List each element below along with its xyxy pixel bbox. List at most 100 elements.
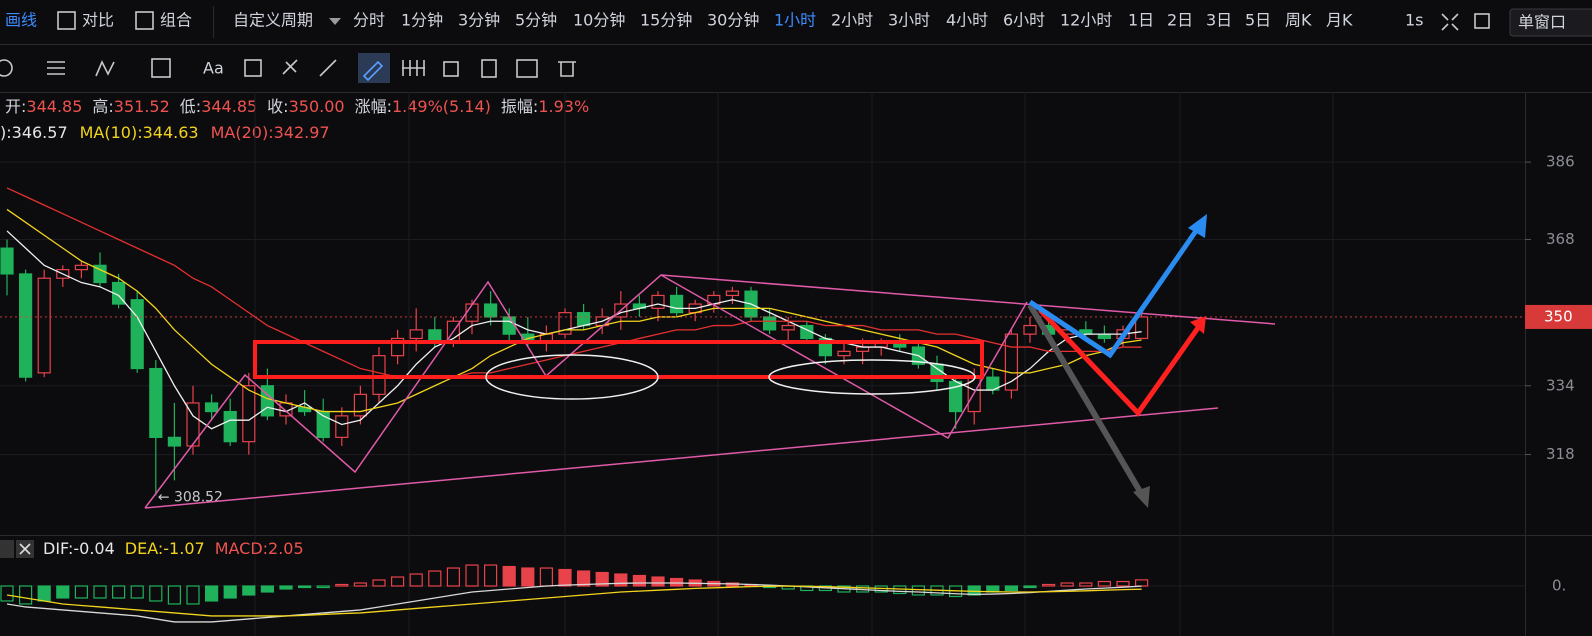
tool-icon[interactable]	[151, 58, 171, 78]
fullscreen-icon[interactable]	[1441, 13, 1459, 31]
tool-icon[interactable]	[443, 61, 459, 77]
macd-bar	[558, 568, 572, 587]
macd-legend-entry: DEA:-1.07	[125, 539, 205, 558]
period-tab[interactable]: 3小时	[888, 11, 930, 30]
period-tab[interactable]: 30分钟	[707, 11, 759, 30]
candle-body	[149, 367, 163, 438]
value: 344.85	[26, 97, 82, 116]
period-tab[interactable]: 5分钟	[515, 11, 557, 30]
ma-line	[6, 230, 1142, 430]
macd-bar	[130, 585, 144, 599]
candle-body	[725, 290, 740, 297]
period-tab[interactable]: 6小时	[1003, 11, 1045, 30]
period-tab[interactable]: 5日	[1245, 11, 1271, 30]
macd-bar	[446, 567, 460, 587]
macd-bar	[186, 585, 200, 605]
period-tab[interactable]: 15分钟	[640, 11, 692, 30]
custom-period[interactable]: 自定义周期	[233, 11, 313, 30]
period-tab[interactable]: 分时	[353, 11, 385, 30]
candle-body	[465, 303, 479, 322]
tool-icon[interactable]	[282, 59, 298, 75]
period-tab[interactable]: 4小时	[946, 11, 988, 30]
macd-bar	[539, 567, 554, 587]
candle-body	[1023, 324, 1037, 335]
window-button[interactable]: 单窗口	[1518, 13, 1566, 32]
tool-icon[interactable]	[47, 61, 65, 75]
range-box	[253, 340, 984, 379]
period-tab[interactable]: 1分钟	[401, 11, 443, 30]
candle-body	[37, 277, 51, 374]
macd-bar	[298, 585, 312, 589]
candle-body	[0, 247, 14, 275]
period-tab[interactable]: 1日	[1128, 11, 1154, 30]
quote-line: 开:344.85 高:351.52 低:344.85 收:350.00 涨幅:1.49%…	[5, 97, 589, 116]
label: 涨幅:	[355, 97, 392, 116]
arrowhead	[1133, 486, 1150, 508]
tool-icon[interactable]	[362, 60, 384, 82]
tool-icons: Aa	[0, 53, 576, 83]
combo-icon	[135, 11, 154, 30]
period-tab[interactable]: 1小时	[774, 11, 816, 30]
ma-line	[6, 208, 1142, 413]
candle-body	[781, 324, 795, 331]
macd-bar	[576, 570, 591, 587]
window-button-box[interactable]	[1509, 8, 1592, 37]
arrow	[1027, 303, 1148, 502]
macd-bar	[669, 577, 684, 587]
tool-icon[interactable]	[558, 61, 576, 77]
text-tool[interactable]: Aa	[203, 59, 224, 78]
candle-body	[186, 402, 200, 447]
period-tab[interactable]: 3分钟	[458, 11, 500, 30]
compare-button[interactable]: 对比	[82, 11, 114, 30]
combo-button[interactable]: 组合	[160, 11, 192, 30]
candle-body	[93, 264, 107, 284]
candle-body	[762, 316, 777, 331]
pane-settings[interactable]	[0, 540, 14, 558]
period-tab[interactable]: 月K	[1326, 11, 1353, 30]
label: 高:	[92, 97, 113, 116]
ma-legend-entry: MA(10):344.63	[80, 123, 199, 142]
macd-bar	[1041, 583, 1056, 587]
draw-button[interactable]: 画线	[5, 11, 37, 30]
macd-bar	[614, 573, 628, 587]
macd-bar	[167, 585, 181, 605]
value: 1.93%	[538, 97, 589, 116]
dropdown-arrow	[329, 18, 341, 25]
candle-body	[502, 316, 516, 335]
tool-icon[interactable]	[516, 59, 538, 78]
macd-bar	[409, 573, 423, 587]
macd-bar	[56, 585, 70, 599]
ma-legend-entry: MA(20):342.97	[211, 123, 330, 142]
macd-line	[6, 582, 1142, 623]
tool-icon[interactable]	[95, 60, 115, 77]
period-tab[interactable]: 10分钟	[573, 11, 625, 30]
period-tab[interactable]: 2日	[1167, 11, 1193, 30]
macd-bar	[651, 576, 665, 587]
label: 振幅:	[501, 97, 538, 116]
candle-body	[1004, 333, 1019, 391]
period-tab[interactable]: 12小时	[1060, 11, 1112, 30]
macd-bar	[0, 585, 14, 602]
candle-body	[409, 329, 423, 340]
macd-bar	[335, 583, 349, 587]
macd-bar	[595, 571, 609, 587]
period-tab[interactable]: 2小时	[831, 11, 873, 30]
candle-body	[223, 410, 237, 443]
tool-icon[interactable]	[319, 59, 337, 77]
period-tabs: 分时 1分钟 3分钟 5分钟 10分钟 15分钟 30分钟 1小时 2小时 3小时 4小时 6小时 12…	[353, 11, 1353, 30]
window-icon[interactable]	[1474, 13, 1490, 29]
tool-icon[interactable]	[402, 60, 425, 76]
tool-icon[interactable]	[0, 59, 13, 77]
tool-icon[interactable]	[481, 59, 497, 78]
period-tab[interactable]: 周K	[1285, 11, 1312, 30]
ma-line	[6, 187, 1142, 378]
speed[interactable]: 1s	[1405, 11, 1424, 30]
y-tick-label: 0.	[1552, 577, 1566, 595]
arrow	[1038, 308, 1203, 417]
value: 344.85	[201, 97, 257, 116]
tool-icon[interactable]	[244, 59, 262, 77]
period-tab[interactable]: 3日	[1206, 11, 1232, 30]
macd-bar	[353, 582, 367, 587]
value: 1.49%(5.14)	[392, 97, 491, 116]
